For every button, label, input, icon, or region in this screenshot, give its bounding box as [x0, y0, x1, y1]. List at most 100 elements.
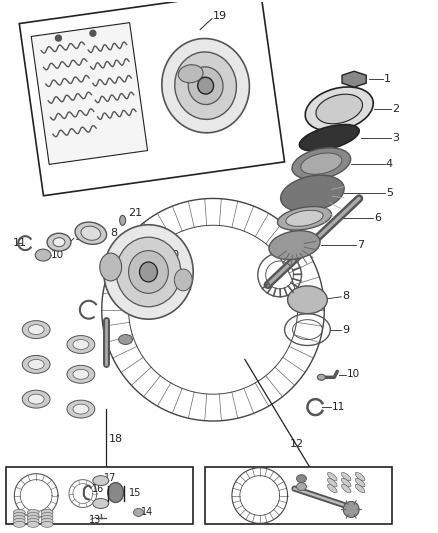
Ellipse shape [41, 519, 53, 524]
Ellipse shape [93, 475, 109, 486]
Text: 11: 11 [13, 238, 27, 248]
Ellipse shape [47, 233, 71, 251]
Circle shape [90, 30, 96, 36]
Text: 4: 4 [386, 159, 393, 168]
Ellipse shape [278, 207, 332, 230]
Ellipse shape [28, 359, 44, 369]
Ellipse shape [73, 369, 89, 379]
Ellipse shape [73, 340, 89, 350]
Ellipse shape [355, 478, 365, 487]
Ellipse shape [286, 211, 323, 227]
Ellipse shape [162, 38, 249, 133]
Text: 9: 9 [74, 232, 81, 242]
Ellipse shape [341, 472, 351, 481]
Ellipse shape [343, 502, 359, 518]
Ellipse shape [108, 482, 124, 503]
Ellipse shape [174, 269, 192, 291]
Text: 15: 15 [129, 488, 141, 498]
Ellipse shape [13, 515, 25, 521]
Text: 5: 5 [386, 189, 393, 198]
Ellipse shape [328, 472, 337, 481]
Text: 14: 14 [141, 507, 153, 518]
Ellipse shape [67, 336, 95, 353]
Ellipse shape [67, 400, 95, 418]
Polygon shape [19, 0, 285, 196]
Text: 10: 10 [347, 369, 360, 379]
Ellipse shape [22, 390, 50, 408]
Ellipse shape [28, 394, 44, 404]
Ellipse shape [140, 262, 157, 282]
Text: 20: 20 [165, 250, 180, 260]
Text: 6: 6 [374, 213, 381, 223]
Ellipse shape [100, 253, 122, 281]
Ellipse shape [41, 521, 53, 527]
Ellipse shape [27, 521, 39, 527]
Text: 13: 13 [89, 515, 101, 526]
Ellipse shape [134, 508, 144, 516]
Ellipse shape [27, 510, 39, 515]
Ellipse shape [13, 519, 25, 524]
Ellipse shape [175, 52, 237, 119]
Polygon shape [342, 71, 366, 87]
Ellipse shape [301, 153, 342, 174]
Ellipse shape [269, 231, 320, 260]
Ellipse shape [28, 325, 44, 335]
Ellipse shape [355, 472, 365, 481]
Ellipse shape [178, 64, 203, 83]
Text: 1: 1 [384, 74, 391, 84]
Ellipse shape [341, 478, 351, 487]
Ellipse shape [328, 484, 337, 493]
Ellipse shape [297, 475, 307, 482]
Ellipse shape [13, 521, 25, 527]
Ellipse shape [93, 498, 109, 508]
Ellipse shape [81, 226, 101, 240]
Ellipse shape [119, 335, 133, 344]
Ellipse shape [27, 519, 39, 524]
Ellipse shape [281, 175, 344, 212]
Ellipse shape [316, 94, 363, 124]
Ellipse shape [305, 87, 373, 131]
Ellipse shape [13, 512, 25, 519]
Ellipse shape [288, 286, 327, 314]
Ellipse shape [13, 510, 25, 515]
Ellipse shape [198, 77, 214, 94]
Text: 8: 8 [111, 228, 118, 238]
Ellipse shape [318, 374, 325, 380]
Ellipse shape [129, 251, 168, 293]
Ellipse shape [27, 515, 39, 521]
Ellipse shape [53, 238, 65, 247]
Text: 9: 9 [342, 325, 350, 335]
Ellipse shape [22, 321, 50, 338]
Ellipse shape [341, 484, 351, 493]
Polygon shape [31, 22, 148, 164]
Ellipse shape [67, 365, 95, 383]
Bar [205, 467, 392, 524]
Text: 17: 17 [104, 473, 116, 483]
Ellipse shape [120, 215, 126, 225]
Ellipse shape [75, 222, 106, 244]
Circle shape [56, 35, 61, 41]
Text: 2: 2 [392, 104, 399, 114]
Text: 3: 3 [392, 133, 399, 143]
Text: 19: 19 [213, 11, 227, 21]
Ellipse shape [22, 356, 50, 373]
Ellipse shape [41, 515, 53, 521]
Ellipse shape [355, 484, 365, 493]
Ellipse shape [297, 482, 307, 490]
Ellipse shape [188, 67, 223, 104]
Ellipse shape [41, 510, 53, 515]
Ellipse shape [73, 404, 89, 414]
Bar [7, 467, 193, 524]
Ellipse shape [292, 148, 351, 180]
Text: 21: 21 [129, 208, 143, 219]
Text: 7: 7 [357, 240, 364, 250]
Ellipse shape [300, 125, 359, 151]
Ellipse shape [328, 478, 337, 487]
Text: 11: 11 [332, 402, 346, 412]
Ellipse shape [41, 512, 53, 519]
Text: 10: 10 [51, 250, 64, 260]
Text: 18: 18 [109, 434, 123, 444]
Text: 12: 12 [290, 439, 304, 449]
Text: 16: 16 [92, 483, 104, 494]
Ellipse shape [35, 249, 51, 261]
